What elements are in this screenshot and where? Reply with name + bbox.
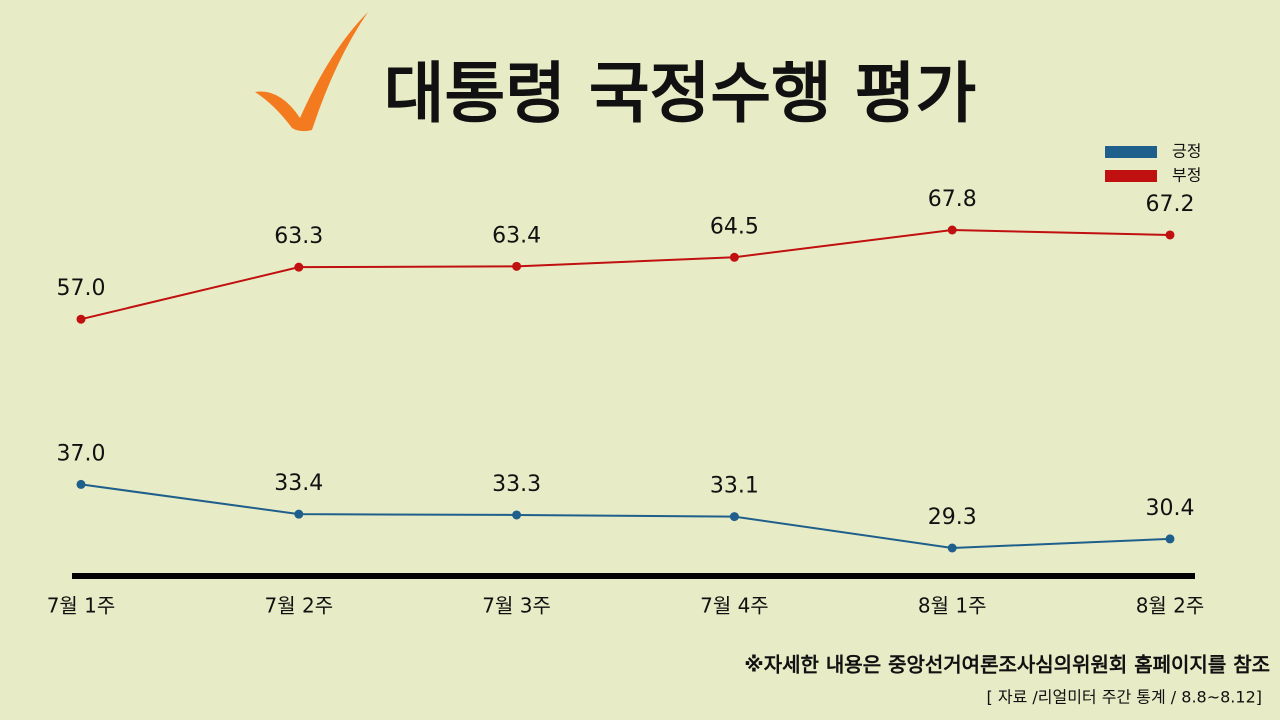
point — [512, 510, 522, 520]
data-label: 67.2 — [1146, 192, 1195, 217]
series-line — [80, 228, 1171, 321]
data-label: 33.4 — [274, 471, 323, 496]
x-tick-label: 7월 1주 — [47, 594, 116, 618]
x-tick-label: 7월 4주 — [700, 594, 769, 618]
chart-title: 대통령 국정수행 평가 — [384, 55, 976, 132]
note: ※자세한 내용은 중앙선거여론조사심의위원회 홈페이지를 참조 — [744, 653, 1270, 677]
legend-swatch — [1105, 146, 1157, 158]
point — [512, 261, 522, 271]
point — [294, 262, 304, 272]
check-icon — [255, 12, 368, 132]
legend-label: 긍정 — [1172, 142, 1201, 161]
point — [1165, 230, 1175, 240]
x-tick-label: 7월 3주 — [482, 594, 551, 618]
legend-swatch — [1105, 170, 1157, 182]
series-line — [80, 483, 1171, 550]
point — [1165, 534, 1175, 544]
point — [729, 252, 739, 262]
data-label: 63.4 — [492, 223, 541, 248]
point — [729, 512, 739, 522]
data-label: 29.3 — [928, 505, 977, 530]
x-tick-label: 8월 1주 — [918, 594, 987, 618]
data-label: 33.3 — [492, 472, 541, 497]
x-tick-label: 8월 2주 — [1136, 594, 1205, 618]
x-tick-label: 7월 2주 — [264, 594, 333, 618]
point — [76, 479, 86, 489]
source: [ 자료 /리얼미터 주간 통계 / 8.8~8.12] — [987, 688, 1262, 707]
data-label: 37.0 — [57, 441, 106, 466]
point — [947, 225, 957, 235]
data-label: 30.4 — [1146, 496, 1195, 521]
data-label: 64.5 — [710, 214, 759, 239]
data-label: 57.0 — [57, 276, 106, 301]
data-label: 63.3 — [274, 224, 323, 249]
data-label: 67.8 — [928, 187, 977, 212]
point — [947, 543, 957, 553]
point — [294, 509, 304, 519]
legend-label: 부정 — [1172, 166, 1201, 185]
data-label: 33.1 — [710, 474, 759, 499]
point — [76, 314, 86, 324]
